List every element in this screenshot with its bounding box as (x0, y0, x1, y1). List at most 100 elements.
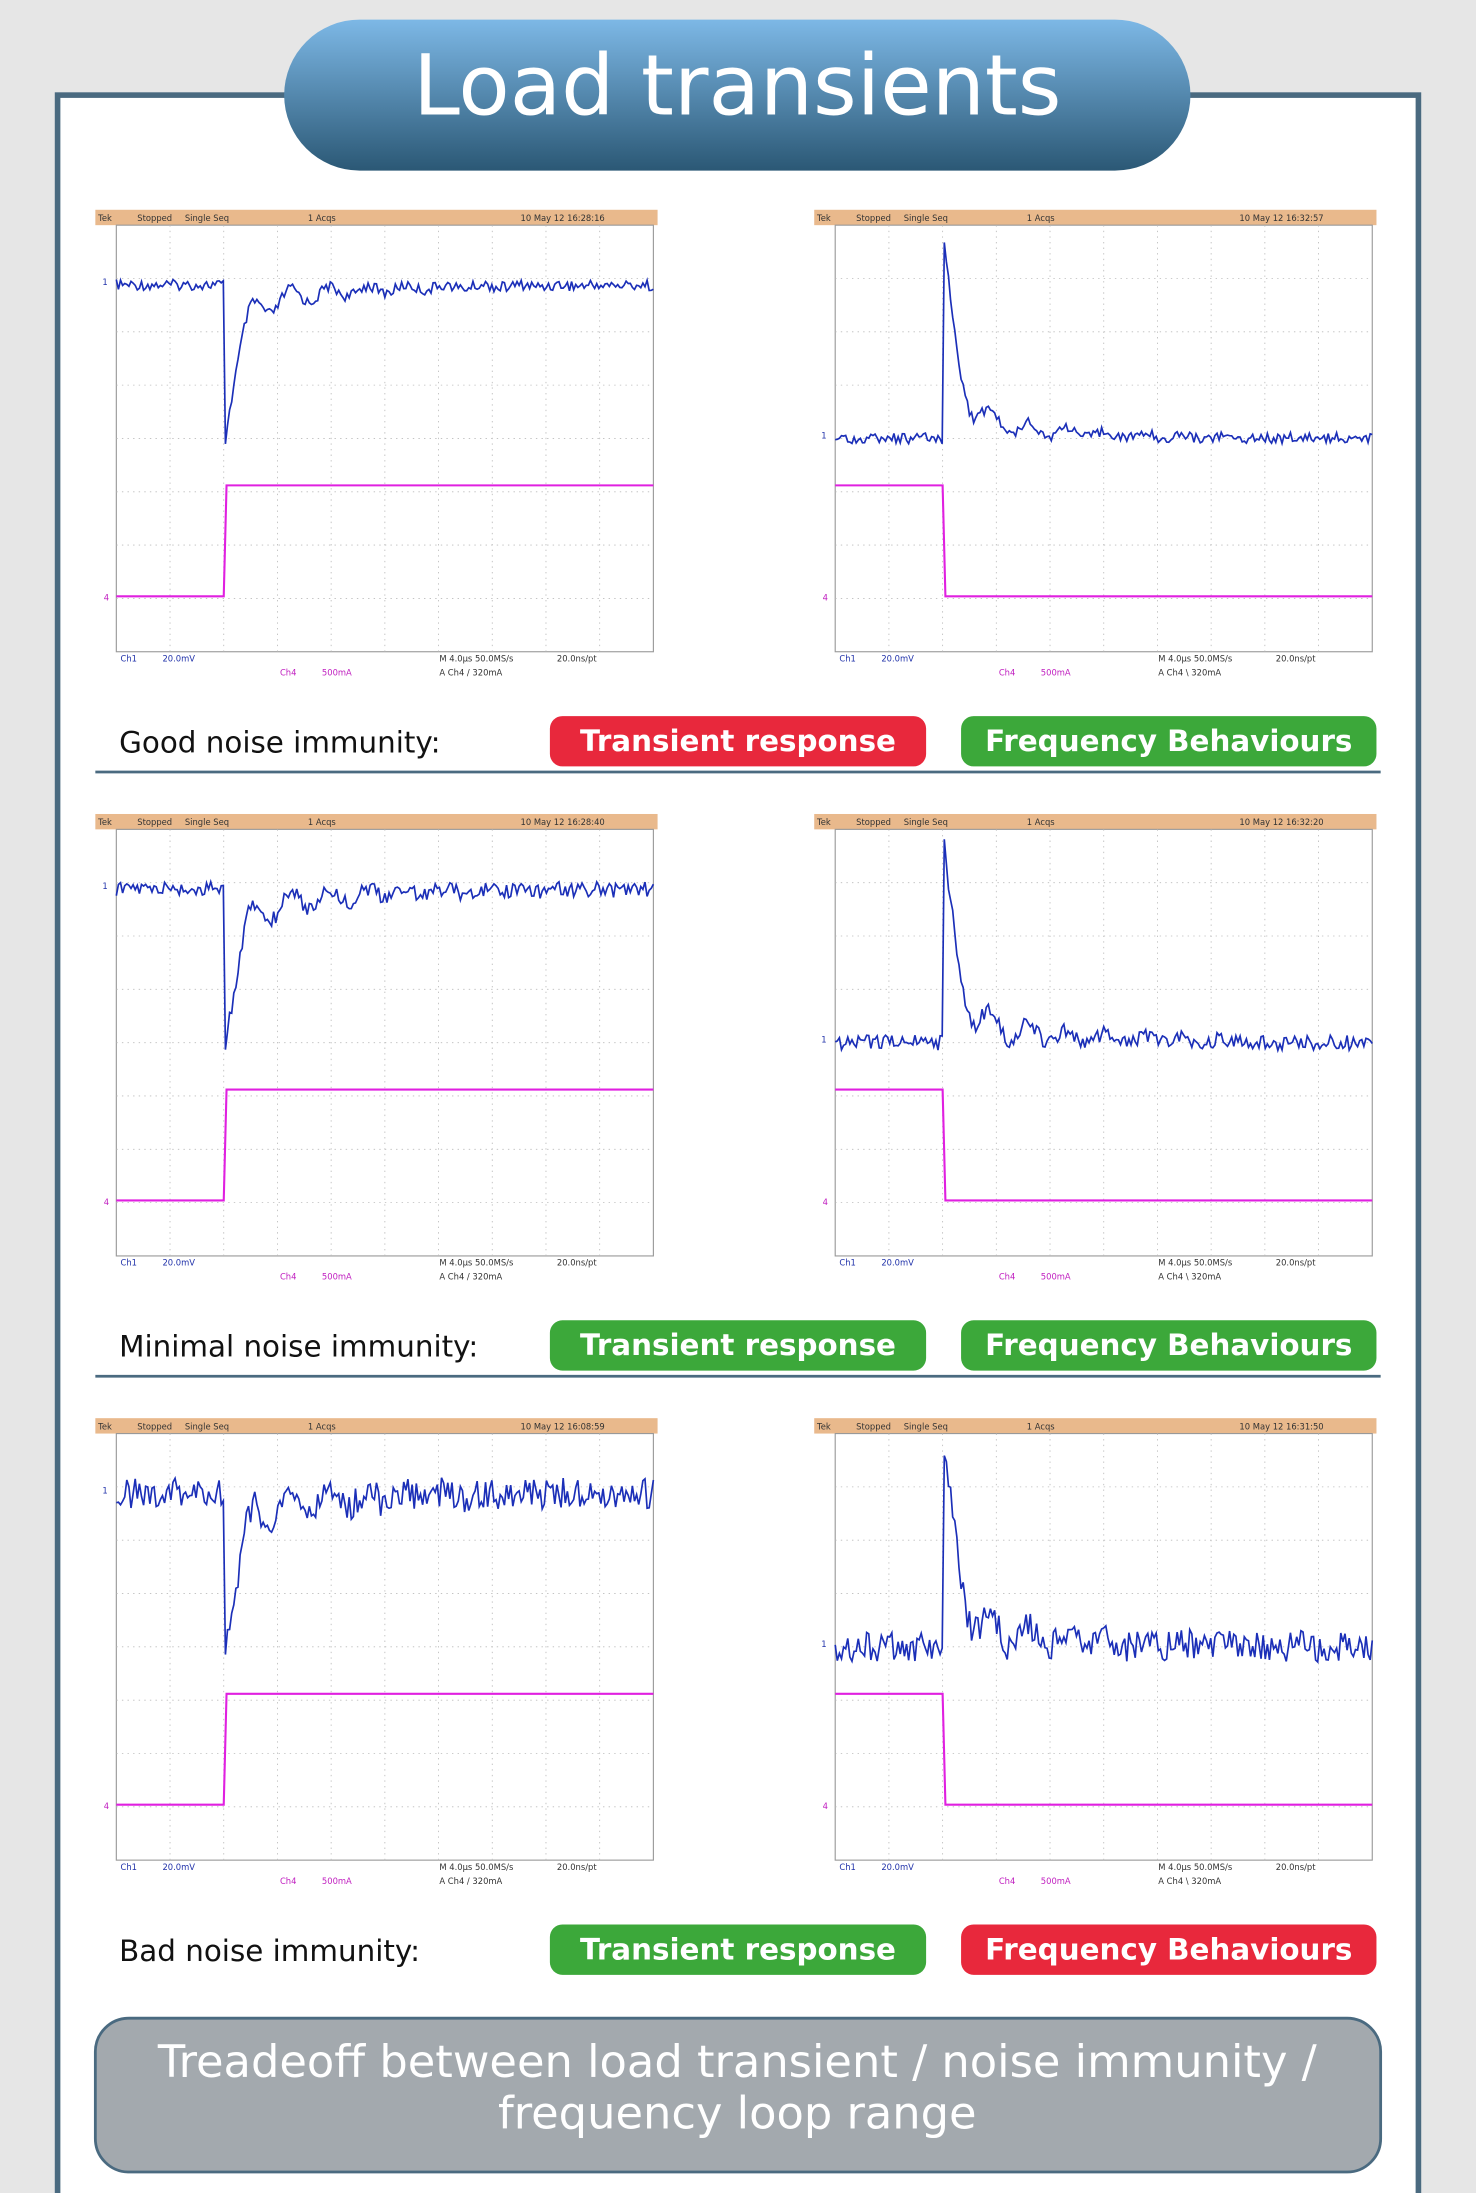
scope-footer-text: 20.0mV (162, 1258, 195, 1268)
scope-footer-text: Ch1 (121, 1862, 137, 1872)
scope-footer-text: Ch4 (999, 668, 1015, 678)
scope-header-text: Tek (97, 213, 112, 223)
channel-marker: 4 (823, 1197, 828, 1207)
scope-footer-text: Ch4 (280, 668, 296, 678)
oscilloscope: Tek Stopped Single Seq 1 Acqs 10 May 12 16:2… (95, 210, 657, 688)
scope-header-text: Tek (816, 213, 831, 223)
oscilloscope: Tek Stopped Single Seq 1 Acqs 10 May 12 16:2… (95, 814, 657, 1292)
scope-footer-text: 20.0ns/pt (557, 654, 597, 664)
scope-footer-text: 20.0mV (162, 1862, 195, 1872)
channel-marker: 4 (823, 1801, 828, 1811)
scope-header-text: Single Seq (185, 1421, 229, 1431)
scope-footer-text: 500mA (1041, 668, 1071, 678)
badge-text: Frequency Behaviours (985, 1328, 1352, 1362)
scope-footer-text: M 4.0µs 50.0MS/s (439, 1258, 513, 1268)
scope-footer-text: Ch1 (839, 1258, 855, 1268)
scope-footer-text: M 4.0µs 50.0MS/s (439, 1862, 513, 1872)
scope-footer-text: 20.0mV (881, 654, 914, 664)
channel-marker: 1 (102, 881, 107, 891)
scope-header-text: Single Seq (904, 1421, 948, 1431)
scope-footer-text: Ch4 (999, 1272, 1015, 1282)
scope-header-text: 10 May 12 16:28:40 (521, 817, 605, 827)
scope-footer-text: A Ch4 / 320mA (439, 668, 502, 678)
badge-text: Transient response (580, 724, 896, 758)
slide: Load transients Tek Stopped Single Seq 1 Ac… (0, 0, 1476, 2193)
scope-header-text: Stopped (856, 1421, 891, 1431)
scope-footer-text: Ch1 (839, 1862, 855, 1872)
scope-footer-text: 20.0ns/pt (1276, 1258, 1316, 1268)
channel-marker: 1 (102, 1485, 107, 1495)
row-label: Good noise immunity: (119, 725, 440, 759)
scope-footer-text: 500mA (1041, 1272, 1071, 1282)
scope-header-text: 1 Acqs (1027, 1421, 1055, 1431)
scope-header-text: 10 May 12 16:31:50 (1239, 1421, 1323, 1431)
scope-footer-text: Ch4 (280, 1272, 296, 1282)
scope-footer-text: A Ch4 / 320mA (439, 1272, 502, 1282)
scope-header-text: Tek (97, 817, 112, 827)
channel-marker: 4 (104, 1197, 109, 1207)
scope-header-text: 10 May 12 16:32:20 (1239, 817, 1323, 827)
oscilloscope: Tek Stopped Single Seq 1 Acqs 10 May 12 16:0… (95, 1418, 657, 1896)
scope-footer-text: 20.0mV (162, 654, 195, 664)
channel-marker: 1 (821, 1035, 826, 1045)
channel-marker: 1 (821, 1639, 826, 1649)
scope-footer-text: 20.0mV (881, 1862, 914, 1872)
scope-header-text: 10 May 12 16:28:16 (521, 213, 605, 223)
badge-text: Transient response (580, 1932, 896, 1966)
scope-footer-text: 500mA (322, 1876, 352, 1886)
scope-footer-text: M 4.0µs 50.0MS/s (1158, 1258, 1232, 1268)
scope-header-text: 10 May 12 16:32:57 (1239, 213, 1323, 223)
scope-header-text: Stopped (856, 213, 891, 223)
scope-footer-text: 20.0ns/pt (1276, 1862, 1316, 1872)
scope-header-text: Stopped (137, 213, 172, 223)
scope-frame (95, 210, 657, 688)
badge-text: Frequency Behaviours (985, 724, 1352, 758)
scope-footer-text: Ch4 (280, 1876, 296, 1886)
channel-marker: 4 (104, 593, 109, 603)
scope-footer-text: 20.0ns/pt (557, 1258, 597, 1268)
title: Load transients (413, 37, 1061, 135)
scope-frame (814, 210, 1376, 688)
scope-header-text: Stopped (137, 817, 172, 827)
channel-marker: 4 (823, 593, 828, 603)
scope-header-text: 1 Acqs (308, 817, 336, 827)
scope-footer-text: Ch4 (999, 1876, 1015, 1886)
scope-header-text: Single Seq (185, 817, 229, 827)
scope-header-text: Stopped (856, 817, 891, 827)
scope-footer-text: Ch1 (839, 654, 855, 664)
scope-footer-text: Ch1 (121, 1258, 137, 1268)
scope-header-text: 10 May 12 16:08:59 (521, 1421, 605, 1431)
scope-frame (814, 1418, 1376, 1896)
scope-header-text: Tek (816, 817, 831, 827)
scope-footer-text: 20.0ns/pt (557, 1862, 597, 1872)
scope-header-text: 1 Acqs (1027, 817, 1055, 827)
scope-header-text: Single Seq (185, 213, 229, 223)
oscilloscope: Tek Stopped Single Seq 1 Acqs 10 May 12 16:3… (814, 1418, 1376, 1896)
channel-marker: 1 (821, 430, 826, 440)
row-label: Bad noise immunity: (119, 1934, 420, 1968)
scope-footer-text: 20.0mV (881, 1258, 914, 1268)
badge-text: Frequency Behaviours (985, 1932, 1352, 1966)
scope-header-text: 1 Acqs (1027, 213, 1055, 223)
scope-footer-text: A Ch4 \ 320mA (1158, 1272, 1221, 1282)
scope-footer-text: A Ch4 \ 320mA (1158, 668, 1221, 678)
scope-header-text: Stopped (137, 1421, 172, 1431)
scope-frame (814, 814, 1376, 1292)
scope-header-text: 1 Acqs (308, 213, 336, 223)
scope-footer-text: M 4.0µs 50.0MS/s (1158, 1862, 1232, 1872)
scope-header-text: Tek (97, 1421, 112, 1431)
scope-header-text: Single Seq (904, 213, 948, 223)
row-label: Minimal noise immunity: (119, 1330, 478, 1364)
scope-header-text: Tek (816, 1421, 831, 1431)
footer-text: frequency loop range (498, 2087, 977, 2140)
scope-footer-text: 500mA (322, 1272, 352, 1282)
scope-footer-text: A Ch4 / 320mA (439, 1876, 502, 1886)
channel-marker: 1 (102, 277, 107, 287)
badge-text: Transient response (580, 1328, 896, 1362)
oscilloscope: Tek Stopped Single Seq 1 Acqs 10 May 12 16:3… (814, 210, 1376, 688)
channel-marker: 4 (104, 1801, 109, 1811)
scope-footer-text: A Ch4 \ 320mA (1158, 1876, 1221, 1886)
scope-footer-text: M 4.0µs 50.0MS/s (439, 654, 513, 664)
scope-header-text: 1 Acqs (308, 1421, 336, 1431)
